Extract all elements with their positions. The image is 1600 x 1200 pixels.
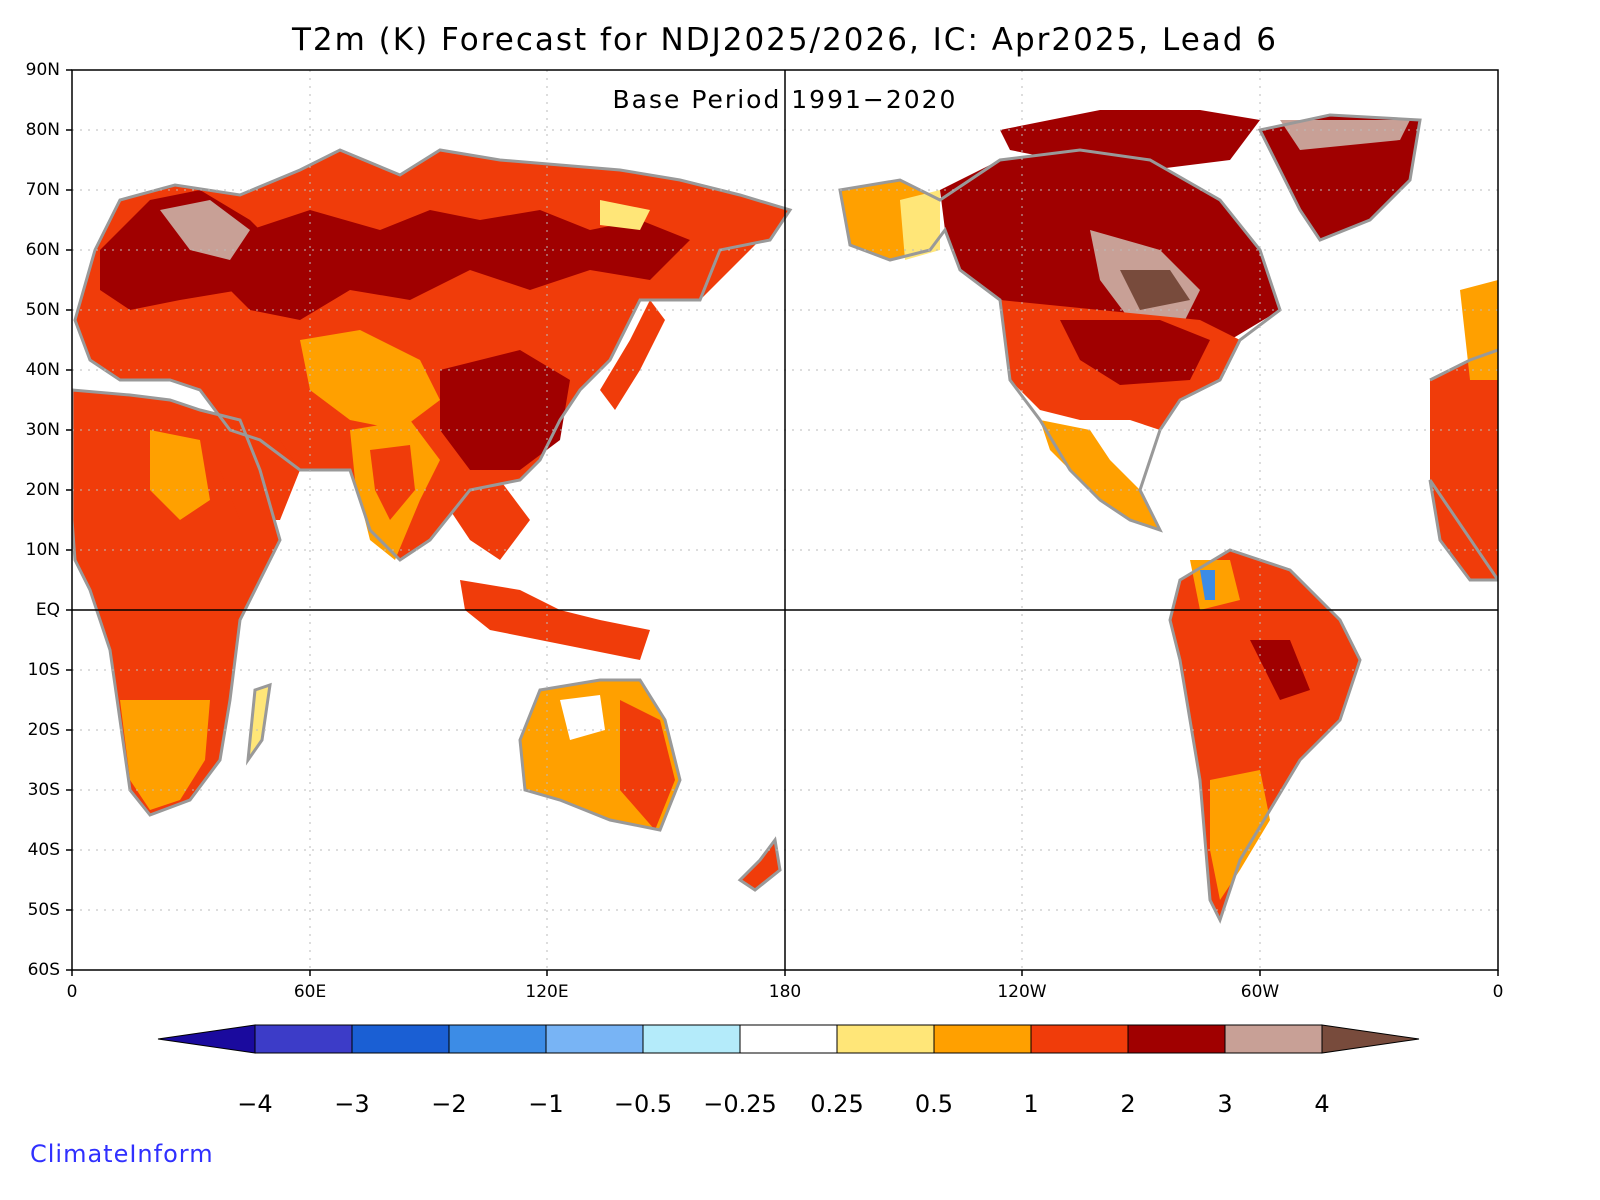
region-india-core xyxy=(370,445,415,520)
lon-label-0-right: 0 xyxy=(1492,982,1504,1002)
colorbar-tick-label: 0.5 xyxy=(914,1090,954,1118)
colorbar-bin xyxy=(933,1024,1032,1054)
colorbar-tick-label: −0.25 xyxy=(703,1090,777,1118)
lat-label-30s: 30S xyxy=(27,780,60,800)
colorbar-tick-label: 4 xyxy=(1314,1090,1330,1118)
lat-label-20n: 20N xyxy=(25,480,60,500)
colorbar-tick-label: −2 xyxy=(431,1090,467,1118)
base-period-label: Base Period 1991−2020 xyxy=(612,85,958,114)
colorbar-bin xyxy=(642,1024,741,1054)
region-iberia xyxy=(1460,280,1498,380)
lat-label-50s: 50S xyxy=(27,900,60,920)
colorbar-tick-label: 0.25 xyxy=(810,1090,864,1118)
lat-label-20s: 20S xyxy=(27,720,60,740)
land-anomaly-fill xyxy=(72,110,1498,920)
region-sa-yellow xyxy=(1210,770,1270,900)
region-mongolia-yellow xyxy=(600,200,650,230)
lat-label-10s: 10S xyxy=(27,660,60,680)
colorbar-arrow-low xyxy=(157,1024,256,1054)
colorbar-bin xyxy=(448,1024,547,1054)
lat-label-eq: EQ xyxy=(35,600,60,620)
colorbar-bin xyxy=(1224,1024,1323,1054)
region-indonesia xyxy=(460,580,650,660)
credit-label: ClimateInform xyxy=(30,1140,214,1168)
lat-label-30n: 30N xyxy=(25,420,60,440)
map-title: T2m (K) Forecast for NDJ2025/2026, IC: A… xyxy=(291,22,1279,58)
region-siberia-dark xyxy=(220,210,690,320)
lon-label-180: 180 xyxy=(768,982,802,1002)
colorbar-bin xyxy=(739,1024,838,1054)
lat-label-10n: 10N xyxy=(25,540,60,560)
lon-label-60w: 60W xyxy=(1240,982,1280,1002)
region-africa-yellow xyxy=(150,430,210,520)
region-usa-dark xyxy=(1060,320,1210,385)
region-australia-east xyxy=(620,700,675,830)
region-arctic-islands xyxy=(1000,110,1260,170)
axis-ticks xyxy=(66,69,1499,976)
colorbar-tick-label: 2 xyxy=(1120,1090,1136,1118)
colorbar-bin xyxy=(351,1024,450,1054)
lat-label-40n: 40N xyxy=(25,360,60,380)
colorbar-bin xyxy=(254,1024,353,1054)
lat-label-60s: 60S xyxy=(27,960,60,980)
region-australia-white xyxy=(560,695,605,740)
region-alaska-white xyxy=(900,190,940,260)
colorbar-bin xyxy=(545,1024,644,1054)
lat-label-90n: 90N xyxy=(25,60,60,80)
lon-label-0: 0 xyxy=(66,982,78,1002)
region-mexico xyxy=(1040,420,1160,530)
region-scandi-pink xyxy=(160,200,250,260)
colorbar-tick-label: −0.5 xyxy=(613,1090,673,1118)
lat-label-80n: 80N xyxy=(25,120,60,140)
region-south-america xyxy=(1170,550,1360,920)
colorbar-tick-label: 1 xyxy=(1023,1090,1039,1118)
region-japan xyxy=(600,300,665,410)
lat-label-40s: 40S xyxy=(27,840,60,860)
region-sa-blue xyxy=(1200,570,1215,600)
colorbar-tick-label: −4 xyxy=(237,1090,273,1118)
region-china xyxy=(440,350,570,470)
lon-label-120e: 120E xyxy=(525,982,569,1002)
region-africa-south xyxy=(120,700,210,810)
colorbar-arrow-high xyxy=(1321,1024,1420,1054)
region-west-africa xyxy=(1430,350,1498,580)
lon-label-120w: 120W xyxy=(997,982,1047,1002)
region-hudson-brown xyxy=(1120,270,1190,310)
colorbar-tick-label: 3 xyxy=(1217,1090,1233,1118)
colorbar-bin xyxy=(1127,1024,1226,1054)
colorbar-tick-label: −1 xyxy=(528,1090,564,1118)
lat-label-70n: 70N xyxy=(25,180,60,200)
region-madagascar xyxy=(248,685,270,760)
region-se-asia xyxy=(440,470,530,560)
region-central-asia xyxy=(300,330,440,430)
lon-label-60e: 60E xyxy=(293,982,327,1002)
colorbar-tick-label: −3 xyxy=(334,1090,370,1118)
lat-label-50n: 50N xyxy=(25,300,60,320)
lat-label-60n: 60N xyxy=(25,240,60,260)
colorbar-bin xyxy=(836,1024,935,1054)
colorbar xyxy=(157,1024,1420,1054)
region-greenland-pink xyxy=(1280,120,1410,150)
colorbar-bin xyxy=(1030,1024,1129,1054)
